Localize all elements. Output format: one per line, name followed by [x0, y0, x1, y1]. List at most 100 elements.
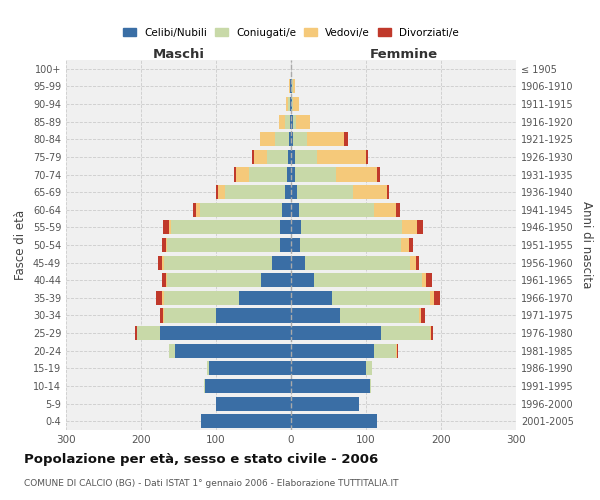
Bar — [279, 114, 285, 128]
Bar — [291, 362, 366, 376]
Bar — [137, 326, 160, 340]
Bar — [261, 273, 291, 287]
Text: Femmine: Femmine — [370, 48, 437, 61]
Bar — [292, 80, 293, 94]
Bar — [239, 291, 291, 305]
Bar — [171, 220, 280, 234]
Bar — [295, 150, 317, 164]
Bar — [204, 379, 205, 393]
Bar — [291, 396, 359, 410]
Bar — [422, 273, 426, 287]
Bar — [290, 114, 291, 128]
Bar — [295, 168, 336, 181]
Bar — [419, 308, 421, 322]
Bar — [291, 256, 305, 270]
Bar — [291, 291, 332, 305]
Bar — [293, 132, 307, 146]
Bar — [293, 80, 295, 94]
Bar — [285, 114, 290, 128]
Bar — [291, 344, 373, 358]
Bar — [163, 256, 272, 270]
Bar — [417, 220, 423, 234]
Bar — [254, 150, 267, 164]
Bar — [370, 379, 371, 393]
Bar — [291, 168, 295, 181]
Bar — [291, 238, 300, 252]
Bar — [285, 185, 291, 199]
Bar — [433, 291, 439, 305]
Bar — [292, 97, 293, 111]
Bar — [291, 114, 293, 128]
Text: COMUNE DI CALCIO (BG) - Dati ISTAT 1° gennaio 2006 - Elaborazione TUTTITALIA.IT: COMUNE DI CALCIO (BG) - Dati ISTAT 1° ge… — [24, 479, 398, 488]
Bar — [293, 97, 299, 111]
Bar — [225, 185, 285, 199]
Bar — [430, 291, 433, 305]
Bar — [377, 168, 380, 181]
Bar — [366, 150, 367, 164]
Bar — [135, 326, 137, 340]
Bar — [290, 97, 291, 111]
Bar — [201, 414, 291, 428]
Bar — [216, 185, 218, 199]
Bar — [175, 344, 291, 358]
Bar — [293, 114, 296, 128]
Y-axis label: Fasce di età: Fasce di età — [14, 210, 27, 280]
Bar — [291, 326, 381, 340]
Bar — [288, 97, 290, 111]
Bar — [286, 97, 288, 111]
Bar — [353, 185, 387, 199]
Bar — [166, 238, 167, 252]
Bar — [291, 379, 370, 393]
Legend: Celibi/Nubili, Coniugati/e, Vedovi/e, Divorziati/e: Celibi/Nubili, Coniugati/e, Vedovi/e, Di… — [120, 24, 462, 41]
Bar — [291, 202, 299, 217]
Bar — [216, 396, 291, 410]
Bar — [272, 256, 291, 270]
Bar — [430, 326, 431, 340]
Bar — [163, 308, 216, 322]
Bar — [162, 238, 166, 252]
Bar — [397, 344, 398, 358]
Bar — [409, 256, 415, 270]
Bar — [340, 308, 419, 322]
Bar — [336, 168, 377, 181]
Bar — [373, 344, 396, 358]
Bar — [280, 238, 291, 252]
Bar — [158, 256, 162, 270]
Bar — [249, 168, 287, 181]
Bar — [296, 114, 310, 128]
Bar — [162, 256, 163, 270]
Bar — [291, 185, 297, 199]
Bar — [218, 185, 225, 199]
Bar — [205, 379, 291, 393]
Bar — [193, 202, 196, 217]
Bar — [289, 80, 290, 94]
Bar — [291, 132, 293, 146]
Text: Maschi: Maschi — [152, 48, 205, 61]
Text: Popolazione per età, sesso e stato civile - 2006: Popolazione per età, sesso e stato civil… — [24, 452, 378, 466]
Bar — [409, 238, 413, 252]
Bar — [300, 238, 401, 252]
Bar — [290, 80, 291, 94]
Bar — [209, 362, 291, 376]
Bar — [287, 168, 291, 181]
Bar — [396, 202, 400, 217]
Bar — [299, 202, 373, 217]
Bar — [421, 308, 425, 322]
Bar — [156, 291, 162, 305]
Bar — [162, 273, 166, 287]
Bar — [252, 150, 254, 164]
Bar — [415, 256, 419, 270]
Bar — [307, 132, 344, 146]
Bar — [207, 362, 209, 376]
Bar — [291, 97, 292, 111]
Bar — [314, 273, 422, 287]
Bar — [291, 220, 301, 234]
Bar — [344, 132, 348, 146]
Bar — [199, 202, 282, 217]
Bar — [291, 80, 292, 94]
Bar — [169, 344, 175, 358]
Bar — [260, 132, 275, 146]
Bar — [234, 168, 235, 181]
Bar — [431, 326, 433, 340]
Bar — [402, 220, 417, 234]
